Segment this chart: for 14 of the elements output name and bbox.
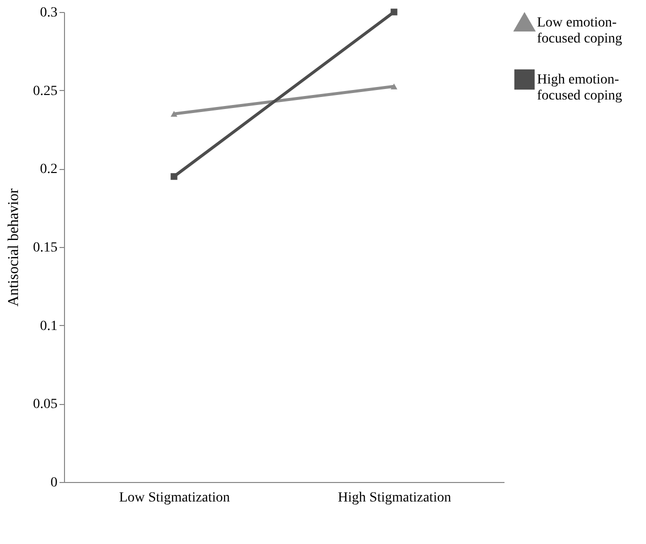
y-tick-label: 0.05	[33, 397, 58, 412]
point	[170, 173, 178, 180]
y-tick-label: 0.1	[40, 318, 58, 334]
y-axis-title: Antisocial behavior	[6, 188, 22, 306]
y-tick-label: 0.3	[40, 6, 58, 20]
y-tick-label: 0	[50, 476, 58, 490]
legend-label: Low emotion-focused coping	[537, 16, 622, 46]
x-tick-label: High Stigmatization	[338, 490, 452, 506]
point	[390, 8, 398, 16]
y-tick-label: 0.25	[33, 84, 58, 99]
y-tick-label: 0.2	[40, 162, 58, 178]
y-tick-label: 0.15	[33, 240, 58, 256]
x-tick-label: Low Stigmatization	[119, 490, 230, 506]
legend-label: High emotion-focused coping	[537, 72, 622, 104]
